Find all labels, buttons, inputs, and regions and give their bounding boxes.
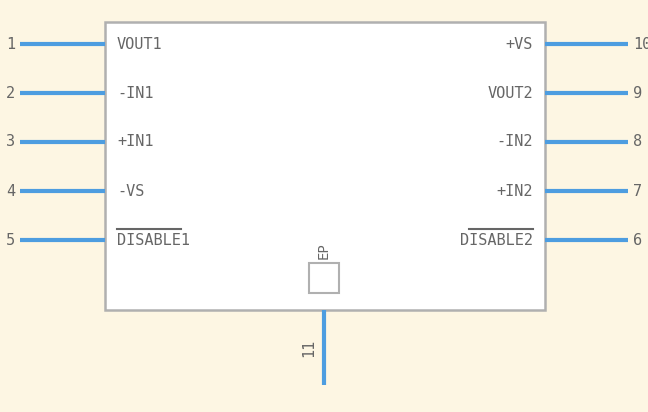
Text: 9: 9 bbox=[633, 86, 642, 101]
Text: 6: 6 bbox=[633, 232, 642, 248]
Bar bbox=[105, 22, 545, 310]
Text: 8: 8 bbox=[633, 134, 642, 150]
Text: DISABLE2: DISABLE2 bbox=[460, 232, 533, 248]
Text: +IN2: +IN2 bbox=[496, 183, 533, 199]
Text: +VS: +VS bbox=[505, 37, 533, 52]
Bar bbox=[309, 263, 339, 293]
Text: DISABLE1: DISABLE1 bbox=[117, 232, 190, 248]
Text: 1: 1 bbox=[6, 37, 15, 52]
Text: 4: 4 bbox=[6, 183, 15, 199]
Text: EP: EP bbox=[317, 242, 331, 259]
Text: -IN2: -IN2 bbox=[496, 134, 533, 150]
Text: 10: 10 bbox=[633, 37, 648, 52]
Text: VOUT2: VOUT2 bbox=[487, 86, 533, 101]
Text: 2: 2 bbox=[6, 86, 15, 101]
Text: 11: 11 bbox=[301, 338, 316, 357]
Text: +IN1: +IN1 bbox=[117, 134, 154, 150]
Text: -VS: -VS bbox=[117, 183, 145, 199]
Text: 3: 3 bbox=[6, 134, 15, 150]
Text: 5: 5 bbox=[6, 232, 15, 248]
Text: VOUT1: VOUT1 bbox=[117, 37, 163, 52]
Text: -IN1: -IN1 bbox=[117, 86, 154, 101]
Text: 7: 7 bbox=[633, 183, 642, 199]
